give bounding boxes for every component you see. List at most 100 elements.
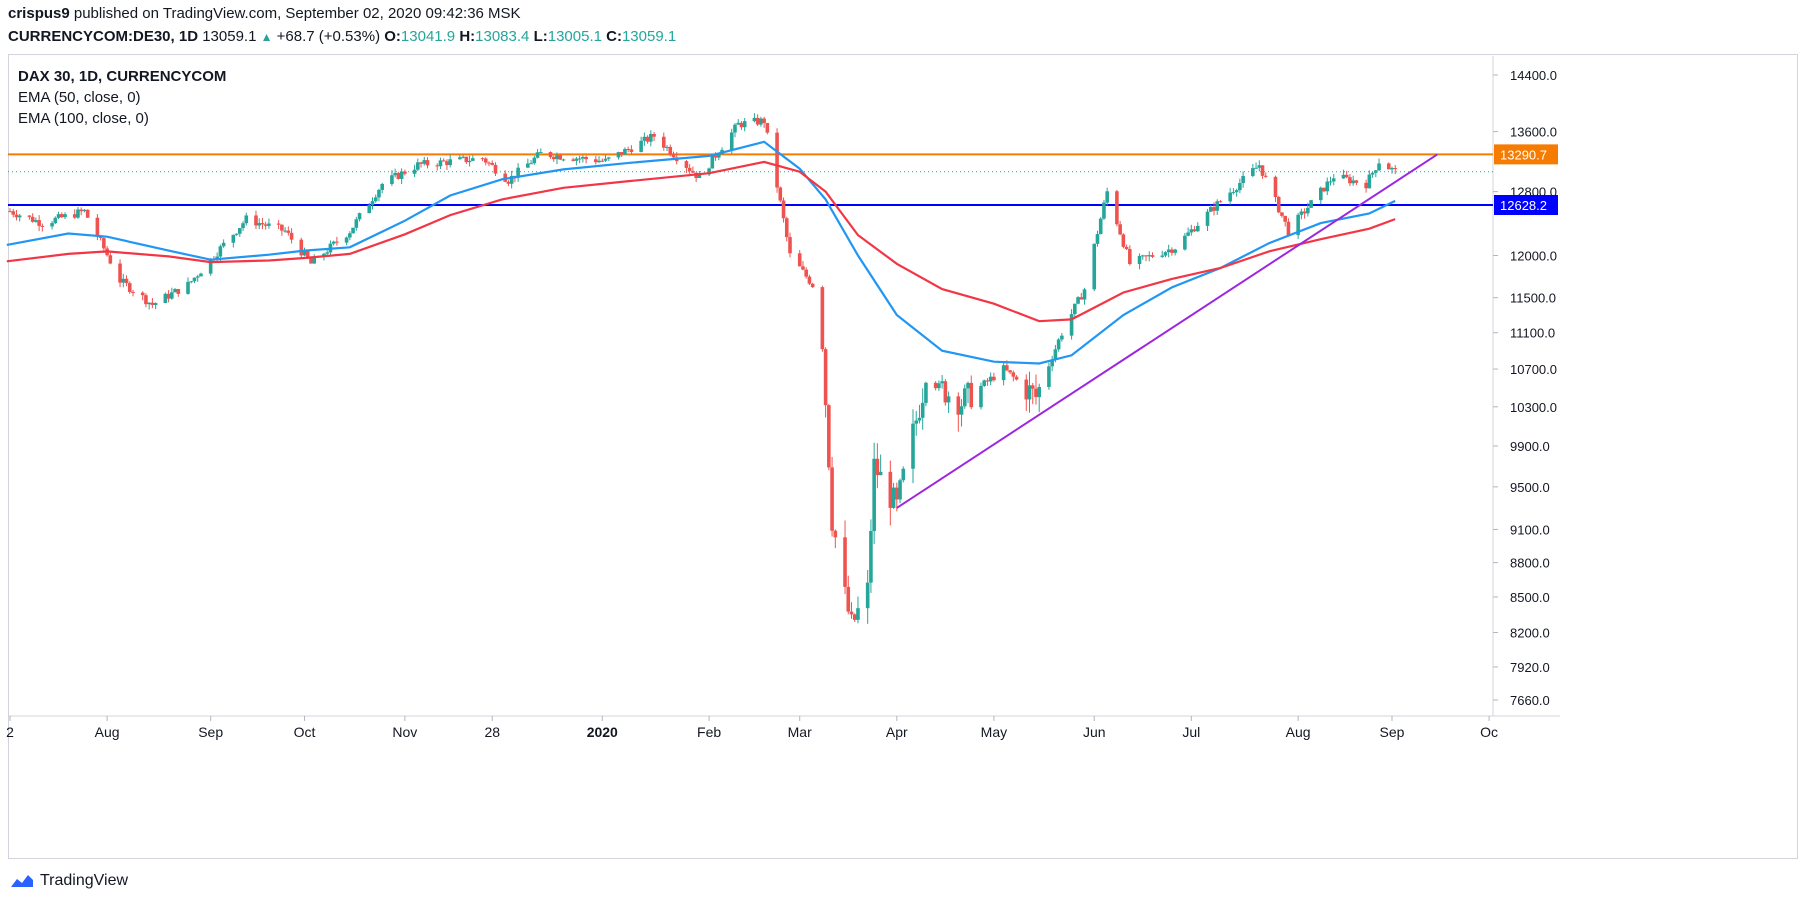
- candle-body[interactable]: [1296, 214, 1300, 236]
- candle-body[interactable]: [875, 458, 880, 476]
- candle-body[interactable]: [943, 381, 948, 403]
- candle-body[interactable]: [865, 582, 870, 609]
- candle-body[interactable]: [1241, 175, 1245, 184]
- candle-body[interactable]: [571, 159, 575, 161]
- candle-body[interactable]: [403, 171, 407, 174]
- candle-body[interactable]: [1192, 229, 1197, 232]
- candle-body[interactable]: [471, 158, 475, 161]
- candle-body[interactable]: [166, 293, 171, 299]
- candle-body[interactable]: [467, 160, 472, 163]
- candle-body[interactable]: [600, 160, 605, 162]
- candle-body[interactable]: [280, 224, 284, 231]
- candle-body[interactable]: [1056, 339, 1061, 350]
- candle-body[interactable]: [1251, 168, 1255, 176]
- candle-body[interactable]: [1150, 255, 1155, 257]
- candle-body[interactable]: [289, 232, 294, 240]
- candle-body[interactable]: [1374, 170, 1378, 173]
- candle-body[interactable]: [946, 396, 951, 403]
- candle-body[interactable]: [623, 149, 627, 155]
- candle-body[interactable]: [1024, 379, 1029, 400]
- candle-body[interactable]: [895, 487, 899, 500]
- candle-body[interactable]: [1341, 174, 1346, 179]
- candle-body[interactable]: [441, 160, 446, 162]
- candle-body[interactable]: [778, 187, 783, 201]
- candle-body[interactable]: [448, 159, 452, 166]
- candle-body[interactable]: [1390, 168, 1394, 170]
- candle-body[interactable]: [267, 223, 271, 226]
- candle-body[interactable]: [493, 164, 498, 174]
- legend-ema100[interactable]: EMA (100, close, 0): [18, 110, 149, 127]
- candle-body[interactable]: [1034, 388, 1038, 398]
- candle-body[interactable]: [1027, 385, 1032, 400]
- candle-body[interactable]: [555, 155, 559, 160]
- candle-body[interactable]: [186, 281, 190, 294]
- candle-body[interactable]: [1053, 349, 1058, 360]
- candle-body[interactable]: [820, 287, 825, 350]
- candle-body[interactable]: [373, 197, 378, 202]
- candle-body[interactable]: [1105, 191, 1109, 203]
- candle-body[interactable]: [988, 376, 993, 382]
- candle-body[interactable]: [1069, 314, 1074, 336]
- candle-body[interactable]: [1299, 211, 1304, 215]
- candle-body[interactable]: [393, 172, 397, 176]
- candle-body[interactable]: [1005, 365, 1009, 371]
- candle-body[interactable]: [37, 220, 41, 226]
- candle-body[interactable]: [1260, 165, 1265, 176]
- candle-body[interactable]: [962, 388, 967, 407]
- candle-body[interactable]: [1128, 249, 1132, 265]
- candle-body[interactable]: [63, 214, 67, 218]
- candle-body[interactable]: [95, 217, 100, 237]
- candle-body[interactable]: [920, 402, 925, 418]
- candle-body[interactable]: [969, 382, 974, 408]
- candle-body[interactable]: [1331, 178, 1336, 182]
- candle-body[interactable]: [1276, 197, 1281, 213]
- candle-body[interactable]: [396, 172, 401, 179]
- candle-body[interactable]: [558, 155, 563, 160]
- candle-body[interactable]: [594, 159, 598, 163]
- candle-body[interactable]: [684, 161, 689, 168]
- candle-body[interactable]: [241, 223, 245, 229]
- candle-body[interactable]: [416, 162, 420, 170]
- candle-body[interactable]: [584, 157, 588, 160]
- candle-body[interactable]: [597, 160, 601, 163]
- candle-body[interactable]: [199, 273, 203, 277]
- candle-body[interactable]: [959, 406, 964, 415]
- candle-body[interactable]: [56, 214, 61, 218]
- candle-body[interactable]: [390, 175, 394, 184]
- candle-body[interactable]: [937, 383, 941, 389]
- candle-body[interactable]: [1238, 183, 1242, 191]
- candle-body[interactable]: [1218, 201, 1223, 203]
- candle-body[interactable]: [461, 156, 465, 158]
- candle-body[interactable]: [1280, 212, 1284, 216]
- candle-body[interactable]: [697, 174, 702, 179]
- candle-body[interactable]: [733, 124, 737, 133]
- candle-body[interactable]: [1263, 175, 1268, 177]
- candle-body[interactable]: [924, 382, 928, 403]
- candle-body[interactable]: [917, 417, 922, 421]
- candle-body[interactable]: [1118, 224, 1122, 235]
- candle-body[interactable]: [538, 152, 543, 154]
- candle-body[interactable]: [1325, 181, 1330, 192]
- candle-body[interactable]: [1189, 229, 1194, 233]
- candle-body[interactable]: [335, 241, 339, 243]
- candle-body[interactable]: [901, 468, 906, 481]
- candle-body[interactable]: [380, 183, 385, 190]
- candle-body[interactable]: [215, 256, 219, 260]
- candle-body[interactable]: [1095, 234, 1100, 244]
- candle-body[interactable]: [804, 269, 808, 277]
- candle-body[interactable]: [50, 223, 54, 227]
- candle-body[interactable]: [260, 223, 265, 225]
- candle-body[interactable]: [425, 160, 430, 166]
- candle-body[interactable]: [1257, 165, 1262, 168]
- candle-body[interactable]: [503, 173, 507, 182]
- candle-body[interactable]: [131, 291, 135, 293]
- candle-body[interactable]: [257, 223, 262, 226]
- candle-body[interactable]: [153, 303, 158, 305]
- candle-body[interactable]: [898, 480, 902, 500]
- candle-body[interactable]: [30, 216, 35, 222]
- candle-body[interactable]: [173, 289, 177, 293]
- candle-body[interactable]: [506, 181, 511, 184]
- candle-body[interactable]: [878, 471, 883, 476]
- candle-body[interactable]: [192, 277, 197, 282]
- candle-body[interactable]: [79, 209, 84, 212]
